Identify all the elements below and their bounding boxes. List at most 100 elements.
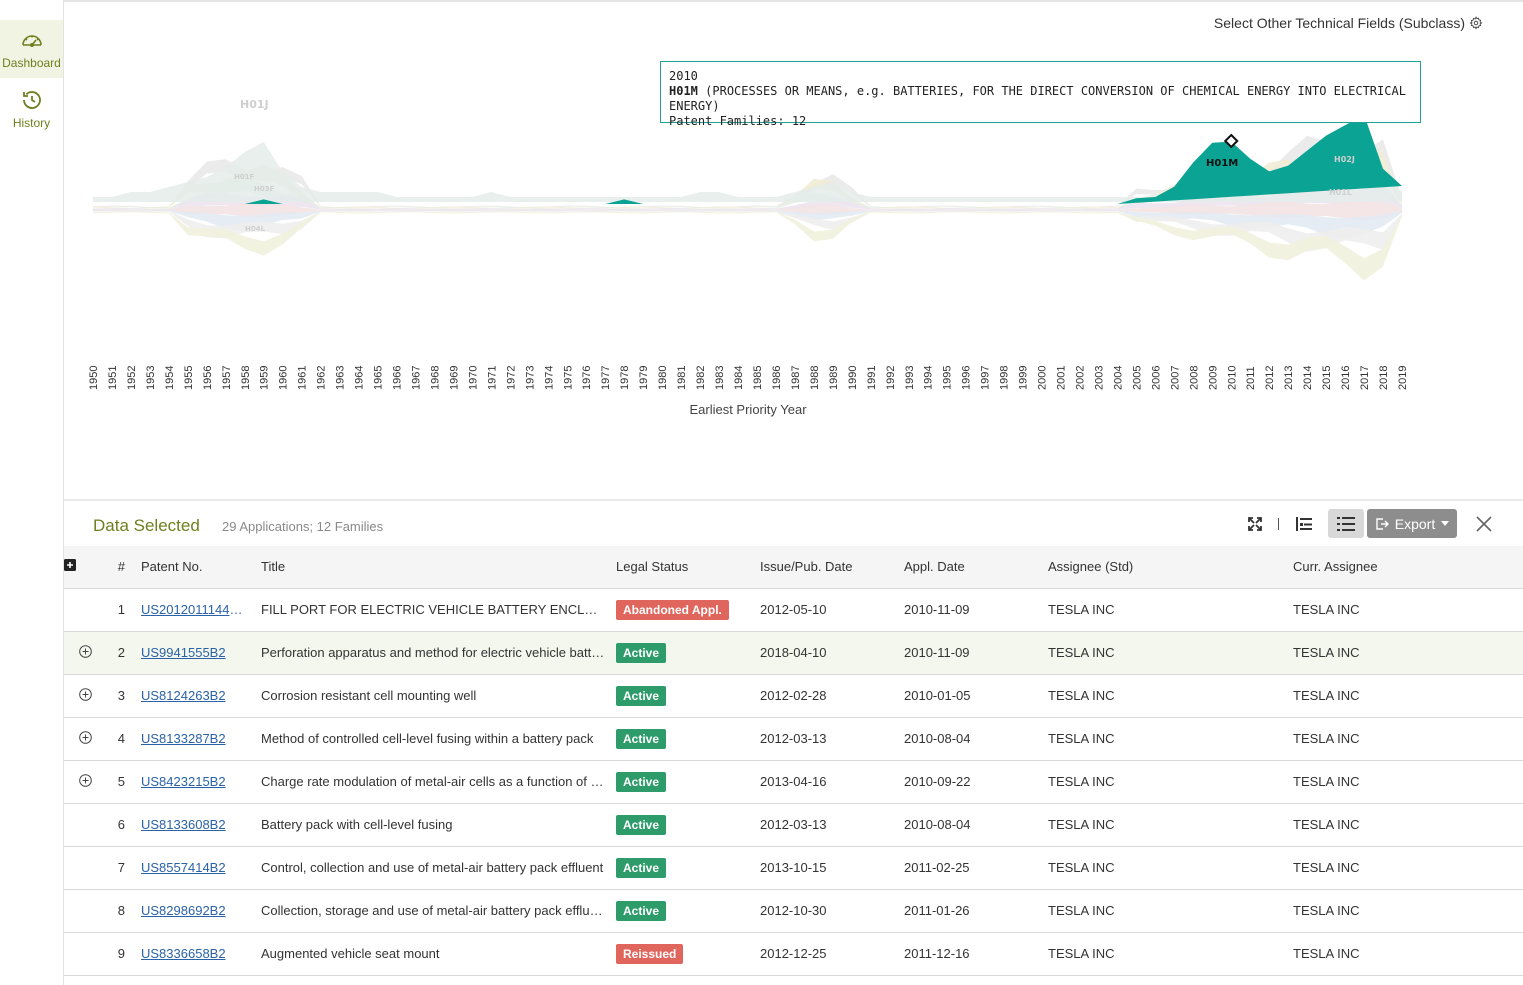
sidebar-item-label: History bbox=[12, 116, 51, 130]
streamgraph-chart: Select Other Technical Fields (Subclass)… bbox=[64, 2, 1523, 500]
legal-status-badge: Active bbox=[616, 814, 667, 835]
dashboard-gauge-icon bbox=[21, 35, 42, 48]
hover-marker bbox=[1223, 133, 1239, 149]
x-tick-label: 1960 bbox=[278, 366, 290, 390]
x-tick-label: 1965 bbox=[373, 366, 385, 390]
patent-title-cell: Corrosion resistant cell mounting well bbox=[261, 674, 616, 718]
export-dropdown-button[interactable]: Export bbox=[1367, 509, 1457, 538]
x-tick-label: 2018 bbox=[1378, 366, 1390, 390]
x-tick-label: 2003 bbox=[1094, 366, 1106, 390]
patent-number-cell: US20120111444A1 bbox=[141, 588, 261, 632]
column-header-issue-date[interactable]: Issue/Pub. Date bbox=[760, 546, 904, 589]
column-header-number[interactable]: # bbox=[106, 546, 141, 589]
x-tick-label: 1969 bbox=[448, 366, 460, 390]
table-row[interactable]: 5 US8423215B2 Charge rate modulation of me… bbox=[64, 760, 1523, 804]
table-row[interactable]: 1 US20120111444A1 FILL PORT FOR ELECTRIC V… bbox=[64, 588, 1523, 632]
x-tick-label: 2010 bbox=[1226, 366, 1238, 390]
stream-label: H02J bbox=[1334, 155, 1355, 164]
x-tick-label: 2016 bbox=[1340, 366, 1352, 390]
column-header-title[interactable]: Title bbox=[261, 546, 616, 589]
assignee: TESLA INC bbox=[1048, 889, 1293, 933]
table-row[interactable]: 9 US8336658B2 Augmented vehicle seat mount… bbox=[64, 932, 1523, 976]
select-technical-fields-button[interactable]: Select Other Technical Fields (Subclass) bbox=[1214, 15, 1483, 31]
legal-status-badge: Abandoned Appl. bbox=[616, 599, 729, 620]
x-tick-label: 2000 bbox=[1037, 366, 1049, 390]
table-row[interactable]: 7 US8557414B2 Control, collection and use … bbox=[64, 846, 1523, 890]
expand-row-icon[interactable] bbox=[78, 730, 92, 744]
issue-date: 2013-04-16 bbox=[760, 760, 904, 804]
patent-number-link[interactable]: US9941555B2 bbox=[141, 645, 226, 660]
sidebar-item-dashboard[interactable]: Dashboard bbox=[0, 20, 63, 78]
data-panel-count: 29 Applications; 12 Families bbox=[222, 519, 384, 534]
row-number: 2 bbox=[106, 631, 141, 675]
x-tick-label: 1975 bbox=[562, 366, 574, 390]
current-assignee: TESLA INC bbox=[1293, 674, 1523, 718]
legal-status-cell: Active bbox=[616, 717, 760, 761]
x-tick-label: 1968 bbox=[430, 366, 442, 390]
row-expander[interactable] bbox=[64, 717, 106, 761]
tree-view-icon bbox=[1296, 516, 1312, 531]
sidebar-item-history[interactable]: History bbox=[0, 80, 63, 138]
stream-label: H04L bbox=[245, 225, 266, 233]
patent-title: Perforation apparatus and method for ele… bbox=[261, 645, 605, 660]
patent-title-cell: Method of controlled cell-level fusing w… bbox=[261, 717, 616, 761]
patent-number-cell: US8124263B2 bbox=[141, 674, 261, 718]
x-tick-label: 2014 bbox=[1302, 366, 1314, 390]
x-tick-label: 1990 bbox=[847, 366, 859, 390]
x-tick-label: 1951 bbox=[107, 366, 119, 390]
patent-title: Corrosion resistant cell mounting well bbox=[261, 688, 477, 703]
legal-status-badge: Active bbox=[616, 900, 667, 921]
list-view-button[interactable] bbox=[1328, 509, 1364, 538]
column-header-assignee[interactable]: Assignee (Std) bbox=[1048, 546, 1293, 589]
x-tick-label: 2019 bbox=[1397, 366, 1409, 390]
fullscreen-button[interactable] bbox=[1242, 509, 1268, 538]
x-tick-label: 1970 bbox=[467, 366, 479, 390]
expand-row-icon[interactable] bbox=[78, 644, 92, 658]
table-row[interactable]: 3 US8124263B2 Corrosion resistant cell mou… bbox=[64, 674, 1523, 718]
close-panel-button[interactable] bbox=[1472, 509, 1496, 538]
table-row[interactable]: 4 US8133287B2 Method of controlled cell-le… bbox=[64, 717, 1523, 761]
row-expander bbox=[64, 889, 106, 933]
tooltip-year: 2010 bbox=[669, 69, 698, 83]
patent-title-cell: Perforation apparatus and method for ele… bbox=[261, 631, 616, 675]
expand-all-icon bbox=[64, 559, 76, 572]
patent-number-link[interactable]: US8124263B2 bbox=[141, 688, 226, 703]
patent-number-link[interactable]: US8133608B2 bbox=[141, 817, 226, 832]
patent-number-link[interactable]: US8336658B2 bbox=[141, 946, 226, 961]
issue-date: 2018-04-10 bbox=[760, 631, 904, 675]
patent-number-link[interactable]: US8133287B2 bbox=[141, 731, 226, 746]
current-assignee: TESLA INC bbox=[1293, 717, 1523, 761]
tooltip-description: (PROCESSES OR MEANS, e.g. BATTERIES, FOR… bbox=[669, 84, 1406, 113]
expand-row-icon[interactable] bbox=[78, 687, 92, 701]
assignee: TESLA INC bbox=[1048, 674, 1293, 718]
x-tick-label: 1966 bbox=[392, 366, 404, 390]
patent-number-link[interactable]: US8423215B2 bbox=[141, 774, 226, 789]
table-row[interactable]: 6 US8133608B2 Battery pack with cell-level… bbox=[64, 803, 1523, 847]
row-expander[interactable] bbox=[64, 674, 106, 718]
x-tick-label: 1957 bbox=[221, 366, 233, 390]
row-expander[interactable] bbox=[64, 631, 106, 675]
patent-number-link[interactable]: US8298692B2 bbox=[141, 903, 226, 918]
tooltip-field: H01M (PROCESSES OR MEANS, e.g. BATTERIES… bbox=[669, 84, 1412, 114]
column-header-legal-status[interactable]: Legal Status bbox=[616, 546, 760, 589]
table-row[interactable]: 2 US9941555B2 Perforation apparatus and me… bbox=[64, 631, 1523, 675]
expand-row-icon[interactable] bbox=[78, 773, 92, 787]
expand-all-header[interactable] bbox=[64, 546, 106, 589]
column-header-current-assignee[interactable]: Curr. Assignee bbox=[1293, 546, 1523, 589]
chart-tooltip: 2010 H01M (PROCESSES OR MEANS, e.g. BATT… bbox=[660, 61, 1421, 128]
appl-date: 2010-09-22 bbox=[904, 760, 1048, 804]
row-expander[interactable] bbox=[64, 760, 106, 804]
table-row[interactable]: 8 US8298692B2 Collection, storage and use … bbox=[64, 889, 1523, 933]
x-tick-label: 1955 bbox=[183, 366, 195, 390]
x-tick-label: 1986 bbox=[771, 366, 783, 390]
patent-number-cell: US8298692B2 bbox=[141, 889, 261, 933]
legal-status-cell: Active bbox=[616, 846, 760, 890]
patent-number-link[interactable]: US8557414B2 bbox=[141, 860, 226, 875]
column-header-appl-date[interactable]: Appl. Date bbox=[904, 546, 1048, 589]
tree-view-button[interactable] bbox=[1291, 509, 1317, 538]
patent-title-cell: FILL PORT FOR ELECTRIC VEHICLE BATTERY E… bbox=[261, 588, 616, 632]
legal-status-cell: Active bbox=[616, 803, 760, 847]
patent-number-link[interactable]: US20120111444A1 bbox=[141, 602, 247, 617]
patent-title-cell: Control, collection and use of metal-air… bbox=[261, 846, 616, 890]
column-header-patent-no[interactable]: Patent No. bbox=[141, 546, 261, 589]
